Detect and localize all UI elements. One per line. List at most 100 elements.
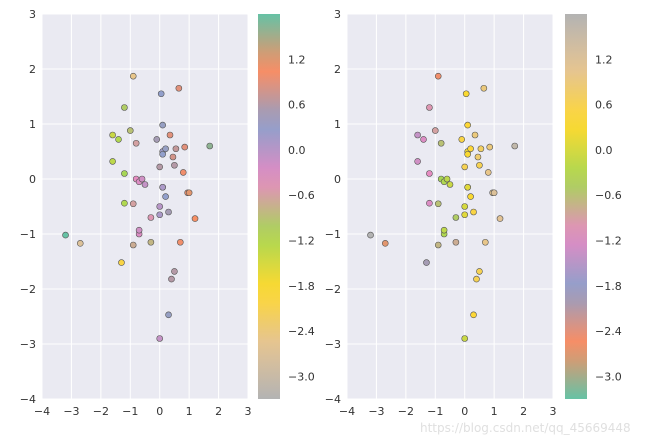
scatter-point: [165, 208, 172, 216]
y-tick-label: −3: [20, 338, 36, 351]
scatter-point: [153, 136, 161, 143]
scatter-point: [458, 136, 466, 143]
scatter-point: [132, 139, 140, 147]
scatter-point: [115, 136, 122, 143]
plot-area: [347, 14, 553, 399]
scatter-point: [440, 226, 448, 234]
scatter-point: [141, 181, 149, 188]
scatter-point: [126, 127, 134, 134]
scatter-point: [476, 268, 483, 275]
x-tick-label: 2: [520, 405, 527, 418]
colorbar-tick-label: −0.6: [288, 189, 315, 202]
y-tick-label: −1: [325, 228, 341, 241]
colorbar-tick-label: −2.4: [595, 325, 622, 338]
y-tick-label: 0: [334, 173, 341, 186]
scatter-point: [467, 193, 474, 200]
colorbar-tick-label: −3.0: [288, 370, 315, 383]
scatter-point: [484, 169, 492, 176]
scatter-point: [206, 142, 214, 150]
x-tick-label: 1: [186, 405, 193, 418]
colorbar-tick-label: −0.6: [595, 189, 622, 202]
scatter-point: [511, 142, 519, 150]
scatter-point: [129, 200, 137, 208]
scatter-point: [175, 84, 183, 92]
scatter-point: [129, 72, 137, 80]
scatter-point: [476, 161, 483, 169]
scatter-point: [179, 169, 187, 176]
scatter-point: [129, 241, 137, 249]
scatter-point: [169, 153, 177, 161]
scatter-point: [434, 72, 442, 80]
scatter-point: [431, 127, 439, 134]
scatter-point: [452, 214, 460, 221]
scatter-point: [461, 335, 469, 342]
x-tick-label: −3: [63, 405, 79, 418]
scatter-point: [462, 90, 470, 98]
y-tick-label: −4: [325, 393, 341, 406]
x-tick-label: 3: [550, 405, 557, 418]
scatter-point: [156, 335, 164, 342]
scatter-point: [156, 211, 164, 219]
scatter-point: [162, 145, 169, 153]
colorbar-tick-label: 0.0: [595, 144, 613, 157]
scatter-point: [156, 163, 164, 171]
colorbar-tick-label: 1.2: [595, 53, 613, 66]
scatter-point: [147, 214, 155, 221]
colorbar-tick-label: −1.2: [595, 234, 622, 247]
right-scatter-panel: −4 −3 −2 −1 0 1 2 3 −4 −3 −2 −1 0 1 2 3: [325, 8, 557, 418]
x-tick-label: 1: [491, 405, 498, 418]
scatter-point: [121, 199, 128, 207]
scatter-point: [470, 208, 477, 216]
scatter-point: [464, 121, 471, 129]
plot-area: [42, 14, 248, 399]
scatter-point: [490, 189, 498, 197]
scatter-point: [464, 183, 471, 191]
scatter-point: [168, 275, 175, 283]
y-tick-label: 2: [334, 63, 341, 76]
scatter-point: [461, 203, 469, 210]
scatter-point: [135, 226, 143, 234]
scatter-point: [121, 170, 128, 177]
y-tick-label: 3: [334, 8, 341, 21]
scatter-point: [473, 275, 480, 283]
y-tick-label: −2: [325, 283, 341, 296]
scatter-point: [426, 104, 433, 111]
scatter-point: [159, 183, 166, 191]
colorbar-tick-label: 0.0: [288, 144, 306, 157]
scatter-point: [470, 311, 477, 319]
scatter-point: [381, 240, 389, 247]
scatter-point: [496, 215, 504, 222]
scatter-point: [423, 259, 430, 266]
y-tick-label: −2: [20, 283, 36, 296]
scatter-point: [109, 131, 116, 139]
colorbar-tick-label: −2.4: [288, 325, 315, 338]
scatter-point: [434, 241, 442, 249]
scatter-point: [159, 150, 166, 158]
scatter-point: [414, 158, 421, 165]
y-tick-label: −3: [325, 338, 341, 351]
scatter-point: [157, 90, 165, 98]
colorbar-tick-label: 0.6: [288, 99, 306, 112]
scatter-point: [121, 104, 128, 111]
scatter-point: [471, 131, 479, 139]
x-tick-label: −4: [339, 405, 355, 418]
scatter-point: [437, 139, 445, 147]
scatter-point: [461, 163, 469, 171]
scatter-point: [482, 238, 489, 246]
scatter-point: [172, 145, 180, 153]
scatter-point: [464, 150, 471, 158]
scatter-point: [109, 158, 116, 165]
scatter-point: [474, 153, 482, 161]
scatter-point: [486, 143, 494, 151]
x-tick-label: −1: [427, 405, 443, 418]
colorbar-tick-label: −1.8: [288, 280, 315, 293]
scatter-point: [165, 311, 172, 319]
y-tick-label: 1: [334, 118, 341, 131]
colorbar-tick-label: −3.0: [595, 370, 622, 383]
scatter-point: [177, 238, 184, 246]
scatter-point: [446, 181, 454, 188]
x-tick-label: −1: [122, 405, 138, 418]
x-tick-label: 2: [215, 405, 222, 418]
colorbar-gradient: [258, 14, 280, 399]
